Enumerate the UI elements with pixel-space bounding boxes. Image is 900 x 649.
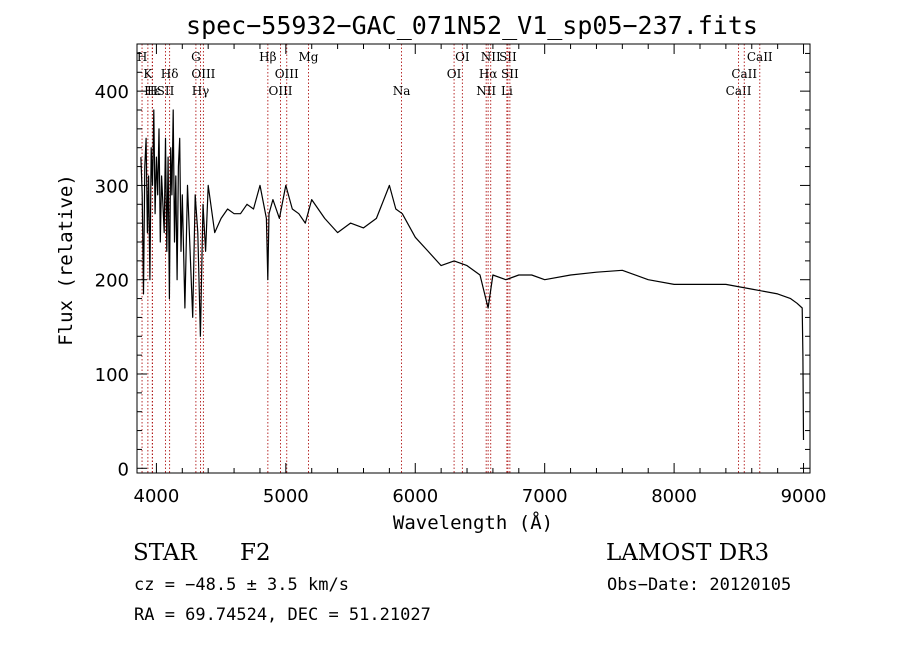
spectral-line-label-1: K — [143, 67, 153, 81]
spectral-line-label-24: CaII — [747, 50, 773, 64]
y-tick-label-200: 200 — [95, 271, 129, 292]
y-tick-label-0: 0 — [118, 459, 129, 480]
spectral-line-label-15: OI — [455, 50, 470, 64]
spectral-line-label-13: Na — [393, 84, 411, 98]
x-axis: 4000 5000 6000 7000 8000 9000 — [134, 44, 827, 507]
spectral-line-label-12: Mg — [299, 50, 319, 64]
y-axis-label: Flux (relative) — [55, 174, 77, 346]
y-tick-label-400: 400 — [95, 82, 129, 103]
spectral-line-label-11: OIII — [275, 67, 299, 81]
spectral-line-label-19: Li — [501, 84, 513, 98]
y-axis: 0 100 200 300 400 — [95, 52, 810, 480]
object-subclass: F2 — [240, 540, 271, 566]
spectral-line-label-14: OI — [447, 67, 462, 81]
x-axis-label: Wavelength (Å) — [393, 511, 553, 534]
spectral-line-label-9: Hβ — [259, 50, 276, 64]
spectral-line-markers: HKHHεSIIHδGHγOIIIHβOIIIOIIIMgNaOIOINIIHα… — [137, 44, 773, 473]
spectral-line-label-23: CaII — [731, 67, 757, 81]
x-tick-label-6000: 6000 — [392, 486, 438, 507]
spectral-line-label-20: SII — [499, 50, 517, 64]
survey-name: LAMOST DR3 — [606, 540, 769, 566]
spectral-line-label-5: Hδ — [161, 67, 179, 81]
object-class: STAR — [133, 540, 197, 566]
spectral-line-label-10: OIII — [268, 84, 292, 98]
spectrum-line-0 — [140, 109, 805, 441]
spectral-line-label-18: NII — [481, 50, 501, 64]
x-tick-label-7000: 7000 — [522, 486, 568, 507]
spectral-line-label-17: Hα — [479, 67, 498, 81]
observation-date: Obs−Date: 20120105 — [607, 575, 791, 595]
redshift-cz: cz = −48.5 ± 3.5 km/s — [134, 575, 349, 595]
spectral-line-label-3: Hε — [144, 84, 161, 98]
y-tick-label-100: 100 — [95, 365, 129, 386]
x-tick-label-4000: 4000 — [134, 486, 180, 507]
x-tick-label-9000: 9000 — [781, 486, 827, 507]
coordinates-ra-dec: RA = 69.74524, DEC = 51.21027 — [134, 605, 431, 625]
chart-title: spec−55932−GAC_071N52_V1_sp05−237.fits — [186, 11, 758, 40]
spectral-line-label-0: H — [137, 50, 147, 64]
plot-frame — [136, 43, 811, 474]
spectral-line-label-6: G — [191, 50, 201, 64]
spectrum-series — [140, 109, 805, 441]
spectral-line-label-7: Hγ — [192, 84, 210, 98]
spectral-line-label-22: CaII — [726, 84, 752, 98]
spectral-line-label-4: SII — [157, 84, 175, 98]
spectral-line-label-16: NII — [476, 84, 496, 98]
spectral-line-label-21: SII — [501, 67, 519, 81]
x-tick-label-8000: 8000 — [651, 486, 697, 507]
x-tick-label-5000: 5000 — [263, 486, 309, 507]
spectral-line-label-8: OIII — [191, 67, 215, 81]
y-tick-label-300: 300 — [95, 176, 129, 197]
